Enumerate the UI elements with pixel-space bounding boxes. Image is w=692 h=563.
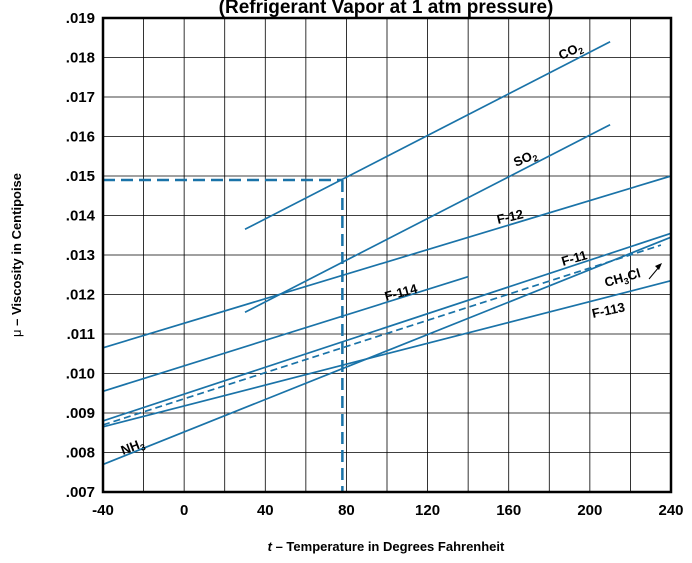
y-tick-label: .008 bbox=[66, 445, 95, 462]
series-label-f-113: F-113 bbox=[591, 299, 627, 321]
guide-lines bbox=[103, 178, 344, 492]
y-tick-label: .009 bbox=[66, 405, 95, 422]
series-line-co2 bbox=[244, 40, 611, 231]
series-label-f-11: F-11 bbox=[560, 247, 589, 269]
chart-title-text: (Refrigerant Vapor at 1 atm pressure) bbox=[219, 0, 554, 18]
series-line-f-11 bbox=[102, 232, 672, 422]
y-tick-label: .013 bbox=[66, 247, 95, 264]
series-line-f-12 bbox=[102, 175, 672, 349]
y-axis-title-symbol: μ bbox=[9, 330, 24, 338]
x-tick-labels: -40 0 40 80 120 160 200 240 bbox=[92, 502, 683, 519]
series-label-ch3cl: CH3Cl bbox=[603, 265, 643, 291]
y-tick-label: .017 bbox=[66, 89, 95, 106]
series-line-ch3cl bbox=[102, 244, 662, 426]
series-label-nh3: NH3 bbox=[119, 435, 147, 459]
x-tick-label: 120 bbox=[415, 502, 440, 519]
series-lines bbox=[102, 40, 672, 466]
ch3cl-leader-line bbox=[648, 266, 660, 280]
x-tick-label: -40 bbox=[92, 502, 114, 519]
chart-title: (Refrigerant Vapor at 1 atm pressure) bbox=[219, 0, 554, 18]
series-label-f-114: F-114 bbox=[383, 281, 420, 304]
series-label-so2: SO2 bbox=[511, 146, 540, 171]
series-label-f-12: F-12 bbox=[495, 206, 524, 227]
x-tick-label: 160 bbox=[496, 502, 521, 519]
y-tick-label: .015 bbox=[66, 168, 95, 185]
y-tick-label: .012 bbox=[66, 287, 95, 304]
x-tick-label: 80 bbox=[338, 502, 355, 519]
y-tick-label: .007 bbox=[66, 484, 95, 501]
series-line-f-114 bbox=[102, 275, 469, 393]
y-tick-label: .018 bbox=[66, 50, 95, 67]
series-line-f-113 bbox=[102, 279, 672, 428]
series-labels: CO2 SO2 F-12 F-114 F-11 CH3Cl F-113 NH3 bbox=[119, 39, 662, 459]
x-axis-title-italic: t bbox=[268, 539, 273, 554]
x-axis-title: t – Temperature in Degrees Fahrenheit bbox=[268, 539, 505, 554]
y-tick-label: .016 bbox=[66, 129, 95, 146]
y-tick-label: .010 bbox=[66, 366, 95, 383]
x-tick-label: 240 bbox=[658, 502, 683, 519]
y-tick-labels: .007 .008 .009 .010 .011 .012 .013 .014 .015 .016… bbox=[66, 10, 96, 501]
plot-frame bbox=[101, 16, 673, 494]
series-line-nh3 bbox=[102, 236, 672, 466]
y-axis-title-rest: – Viscosity in Centipoise bbox=[9, 173, 24, 330]
y-tick-label: .014 bbox=[66, 208, 96, 225]
x-axis-title-rest: – Temperature in Degrees Fahrenheit bbox=[272, 539, 505, 554]
x-tick-label: 200 bbox=[577, 502, 602, 519]
x-tick-label: 40 bbox=[257, 502, 274, 519]
y-axis-title: μ – Viscosity in Centipoise bbox=[9, 173, 24, 337]
x-tick-label: 0 bbox=[180, 502, 188, 519]
y-tick-label: .019 bbox=[66, 10, 95, 27]
series-line-so2 bbox=[244, 123, 611, 314]
series-label-co2: CO2 bbox=[556, 39, 585, 65]
ch3cl-leader-arrowhead bbox=[655, 263, 662, 270]
y-tick-label: .011 bbox=[67, 326, 95, 343]
